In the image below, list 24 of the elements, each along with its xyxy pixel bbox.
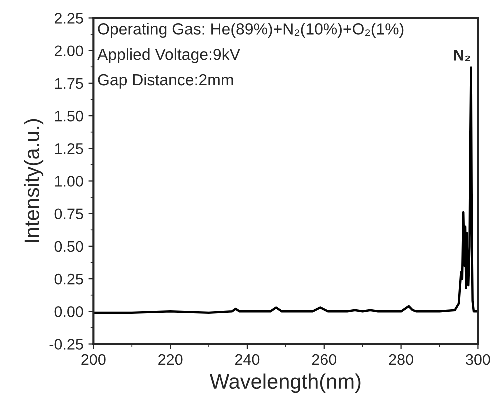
y-tick-label: 0.75 <box>54 208 84 220</box>
y-tick-label: 1.75 <box>55 78 84 90</box>
y-tick-label: 0.50 <box>54 241 84 252</box>
line-series <box>94 66 478 314</box>
x-tick-label: 220 <box>158 354 183 366</box>
y-tick-label: 1.00 <box>55 176 84 187</box>
y-tick-label: 1.50 <box>55 110 84 122</box>
y-tick-label: 0.00 <box>54 306 84 318</box>
y-tick-label: 2.25 <box>54 13 84 24</box>
x-tick-label: 260 <box>312 354 337 366</box>
x-tick-label: 240 <box>236 354 260 366</box>
x-axis-title: Wavelength(nm) <box>210 374 361 394</box>
annotation: Gap Distance:2mm <box>98 74 234 89</box>
y-tick-label: 1.25 <box>55 144 84 154</box>
x-tick-label: 200 <box>82 354 106 366</box>
y-axis-title: Intensity(a.u.) <box>24 119 44 242</box>
annotation: N₂ <box>454 50 470 62</box>
y-tick-label: -0.25 <box>50 339 84 350</box>
y-tick-label: 0.25 <box>54 274 84 285</box>
x-tick-label: 280 <box>389 354 414 366</box>
annotation: Applied Voltage:9kV <box>98 48 240 64</box>
annotation: Operating Gas: He(89%)+N₂(10%)+O₂(1%) <box>98 23 404 38</box>
y-tick-label: 2.00 <box>54 46 84 57</box>
x-tick-label: 300 <box>466 354 490 366</box>
